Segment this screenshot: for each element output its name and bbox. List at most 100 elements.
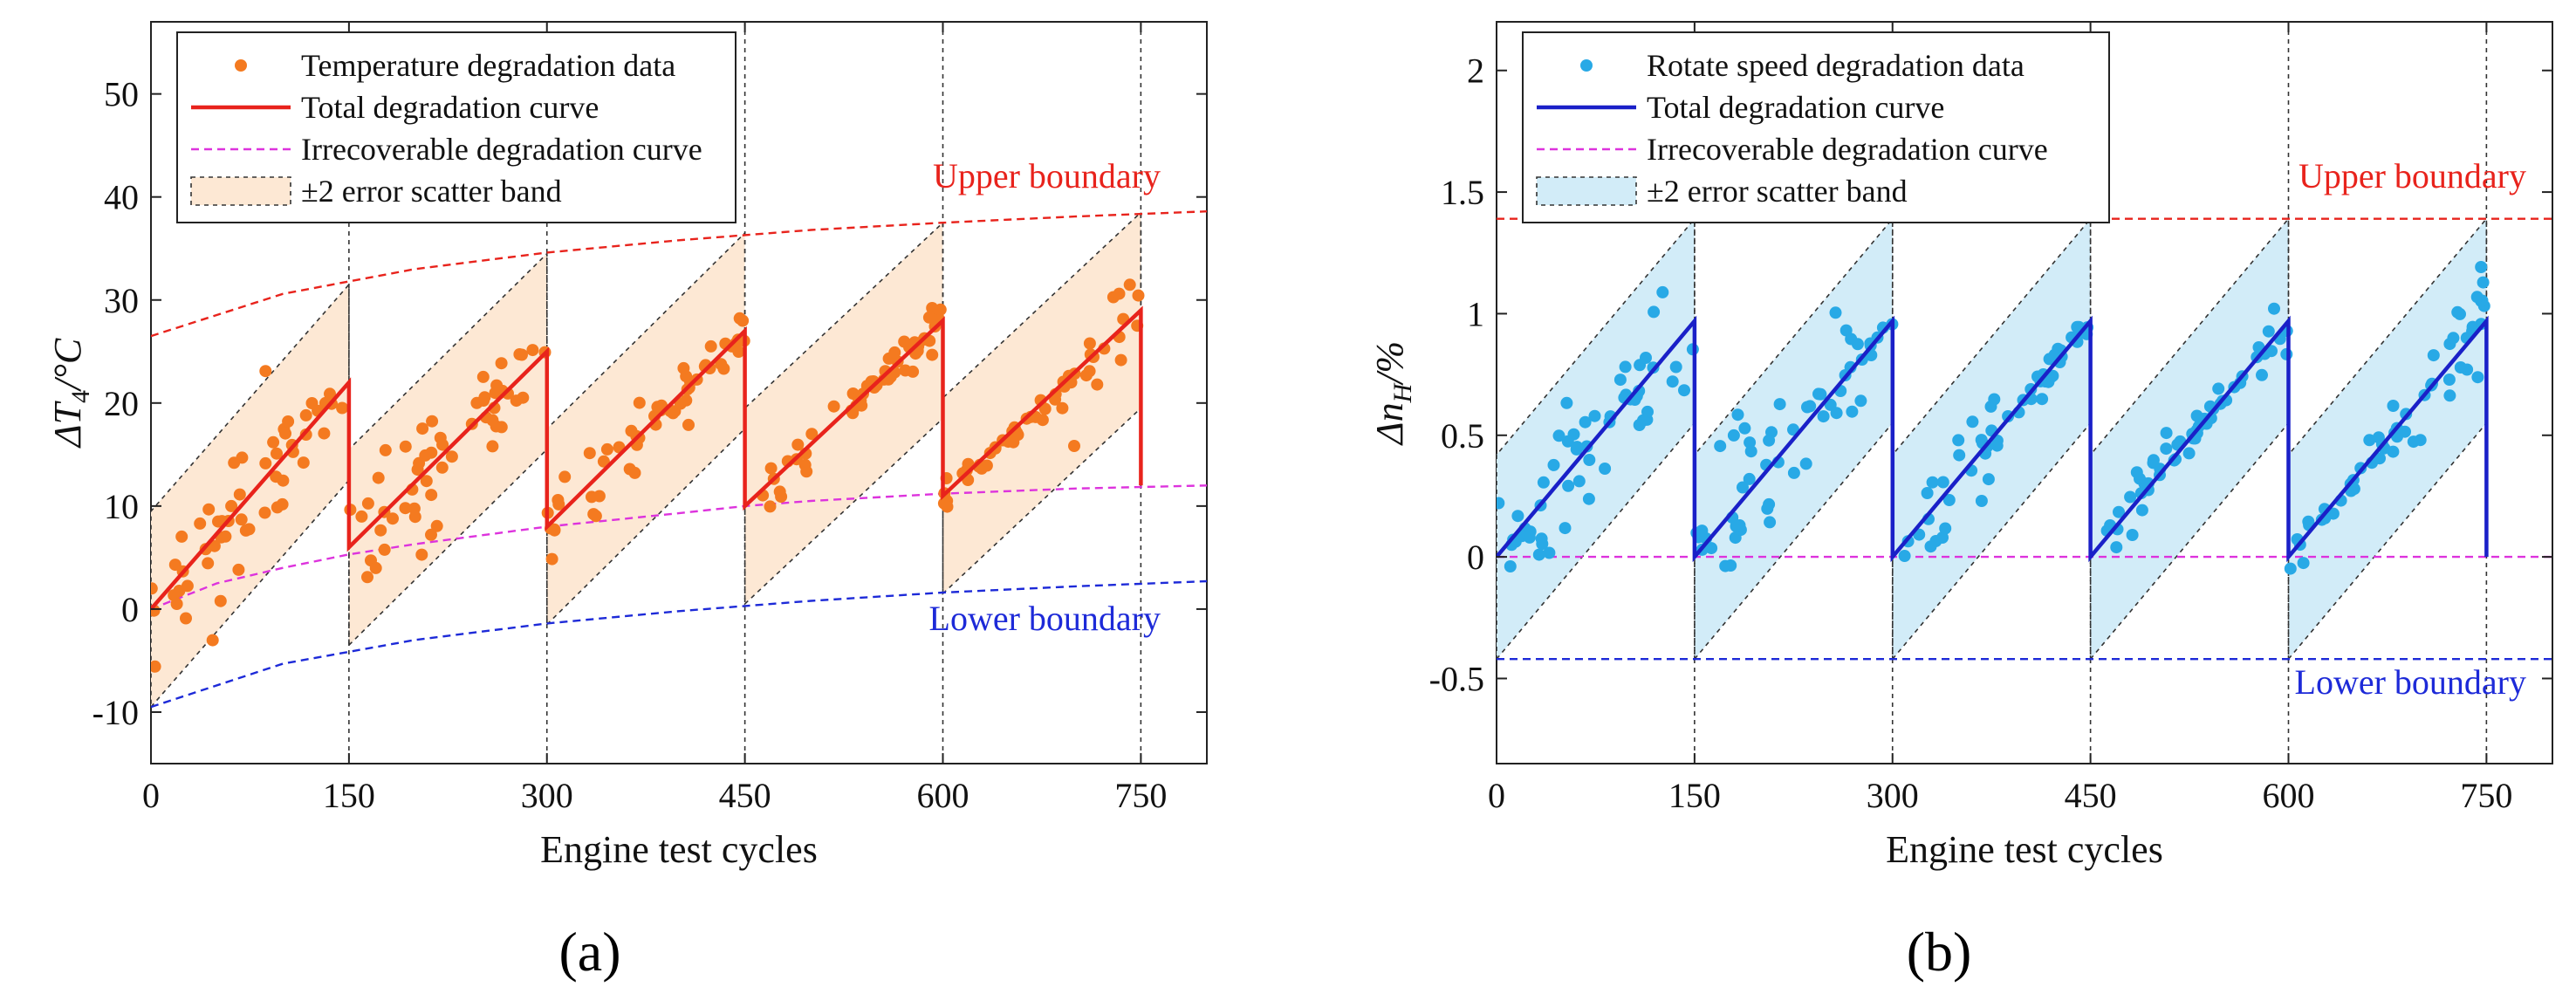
- data-point-b: [2147, 456, 2160, 470]
- chart-panel-b: 0 150 300 450 600 750 -0.5 0 0.5 1 1.5 2 Upper bound…: [1368, 21, 2553, 983]
- data-point-b: [1543, 546, 1556, 559]
- data-point-b: [1743, 472, 1756, 485]
- data-point-b: [1824, 398, 1837, 411]
- data-point-a: [258, 506, 271, 519]
- data-point-b: [1738, 422, 1751, 435]
- data-point-b: [1552, 429, 1565, 442]
- data-point-a: [415, 548, 428, 561]
- y-tick-label-b: 2: [1467, 51, 1484, 91]
- legend-entry-a-1: Total degradation curve: [301, 90, 599, 125]
- axes-layer-b: 0 150 300 450 600 750 -0.5 0 0.5 1 1.5 2 Upper bound…: [1429, 22, 2552, 815]
- data-point-a: [235, 513, 248, 526]
- data-point-a: [425, 528, 437, 541]
- data-point-b: [2447, 332, 2460, 345]
- upper-boundary-label-b: Upper boundary: [2299, 156, 2526, 195]
- data-point-a: [361, 571, 373, 584]
- data-point-b: [1936, 531, 1949, 544]
- legend-marker-band-b: [1536, 176, 1637, 206]
- data-point-b: [1696, 524, 1709, 538]
- data-point-a: [980, 459, 993, 472]
- data-point-b: [1975, 495, 1988, 507]
- data-point-a: [271, 501, 284, 514]
- data-point-a: [717, 362, 730, 375]
- data-point-b: [2262, 325, 2275, 338]
- panel-label-b: (b): [1907, 921, 1972, 983]
- data-point-a: [682, 418, 695, 431]
- data-point-a: [214, 594, 227, 607]
- series-layer-b: [1497, 22, 2552, 764]
- legend-a: Temperature degradation data Total degrad…: [176, 31, 736, 223]
- data-point-b: [2126, 529, 2139, 541]
- data-point-b: [1952, 434, 1965, 447]
- legend-marker-band-a: [190, 176, 291, 206]
- data-point-a: [1056, 401, 1069, 415]
- data-point-a: [926, 348, 939, 361]
- series-layer-a: [151, 22, 1207, 764]
- data-point-b: [1562, 479, 1575, 492]
- x-tick-label-a: 750: [1114, 776, 1167, 815]
- x-tick-label-b: 300: [1867, 776, 1919, 815]
- data-point-a: [651, 401, 664, 414]
- data-point-a: [202, 557, 215, 570]
- data-point-a: [299, 408, 312, 422]
- data-point-b: [1619, 360, 1632, 374]
- total-degradation-curve-a: [151, 305, 1143, 611]
- data-point-a: [372, 471, 385, 484]
- x-tick-label-a: 300: [521, 776, 573, 815]
- data-point-a: [267, 435, 280, 449]
- data-point-b: [1898, 550, 1911, 562]
- data-point-b: [1613, 374, 1627, 387]
- data-point-a: [558, 470, 572, 483]
- x-tick-label-b: 450: [2065, 776, 2117, 815]
- data-point-b: [1523, 531, 1536, 544]
- y-axis-title-sub-a: 4: [66, 390, 95, 403]
- data-point-a: [922, 311, 935, 324]
- upper-boundary-label-a: Upper boundary: [933, 156, 1161, 195]
- data-point-a: [633, 396, 646, 409]
- data-point-a: [513, 348, 526, 360]
- data-point-a: [1114, 353, 1127, 367]
- x-tick-label-a: 150: [323, 776, 375, 815]
- y-tick-label-a: 50: [104, 75, 139, 114]
- data-point-a: [1123, 278, 1136, 291]
- data-point-b: [1633, 419, 1646, 431]
- data-point-b: [1982, 473, 1995, 486]
- data-point-a: [732, 346, 745, 358]
- data-point-a: [510, 394, 523, 408]
- data-point-b: [1787, 466, 1800, 479]
- data-point-b: [2443, 389, 2456, 402]
- data-point-a: [680, 394, 693, 407]
- data-point-b: [2160, 442, 2173, 456]
- data-point-a: [548, 524, 561, 537]
- data-point-a: [489, 387, 502, 400]
- y-tick-label-b: -0.5: [1429, 659, 1484, 698]
- x-tick-label-a: 0: [142, 776, 160, 815]
- data-point-a: [336, 401, 349, 415]
- data-point-a: [545, 552, 558, 566]
- data-point-b: [1733, 519, 1746, 531]
- axes-layer-a: 0 150 300 450 600 750 -10 0 10 20 30 40 50 Upper boun…: [92, 22, 1207, 815]
- y-axis-title-a: ΔT4/°C: [46, 338, 95, 449]
- data-point-a: [1068, 440, 1080, 452]
- data-point-a: [586, 490, 598, 504]
- data-point-b: [2110, 541, 2123, 554]
- data-point-a: [764, 462, 778, 475]
- panel-label-a: (a): [558, 921, 620, 983]
- data-point-b: [1851, 338, 1864, 351]
- data-point-b: [1936, 476, 1949, 489]
- data-point-a: [583, 447, 596, 460]
- data-point-a: [399, 440, 412, 453]
- data-point-b: [2284, 562, 2297, 575]
- legend-entry-b-0: Rotate speed degradation data: [1647, 48, 2024, 83]
- data-point-b: [1666, 375, 1679, 388]
- data-point-b: [2470, 291, 2484, 304]
- data-point-b: [1669, 360, 1682, 374]
- legend-marker-scatter-a: [235, 59, 247, 72]
- y-tick-label-a: 30: [104, 281, 139, 320]
- data-point-a: [282, 415, 295, 428]
- y-tick-label-b: 1.5: [1441, 173, 1484, 212]
- legend-entry-b-3: ±2 error scatter band: [1647, 174, 1908, 209]
- data-point-b: [1764, 516, 1777, 529]
- data-point-b: [1511, 510, 1524, 523]
- data-point-a: [436, 438, 449, 451]
